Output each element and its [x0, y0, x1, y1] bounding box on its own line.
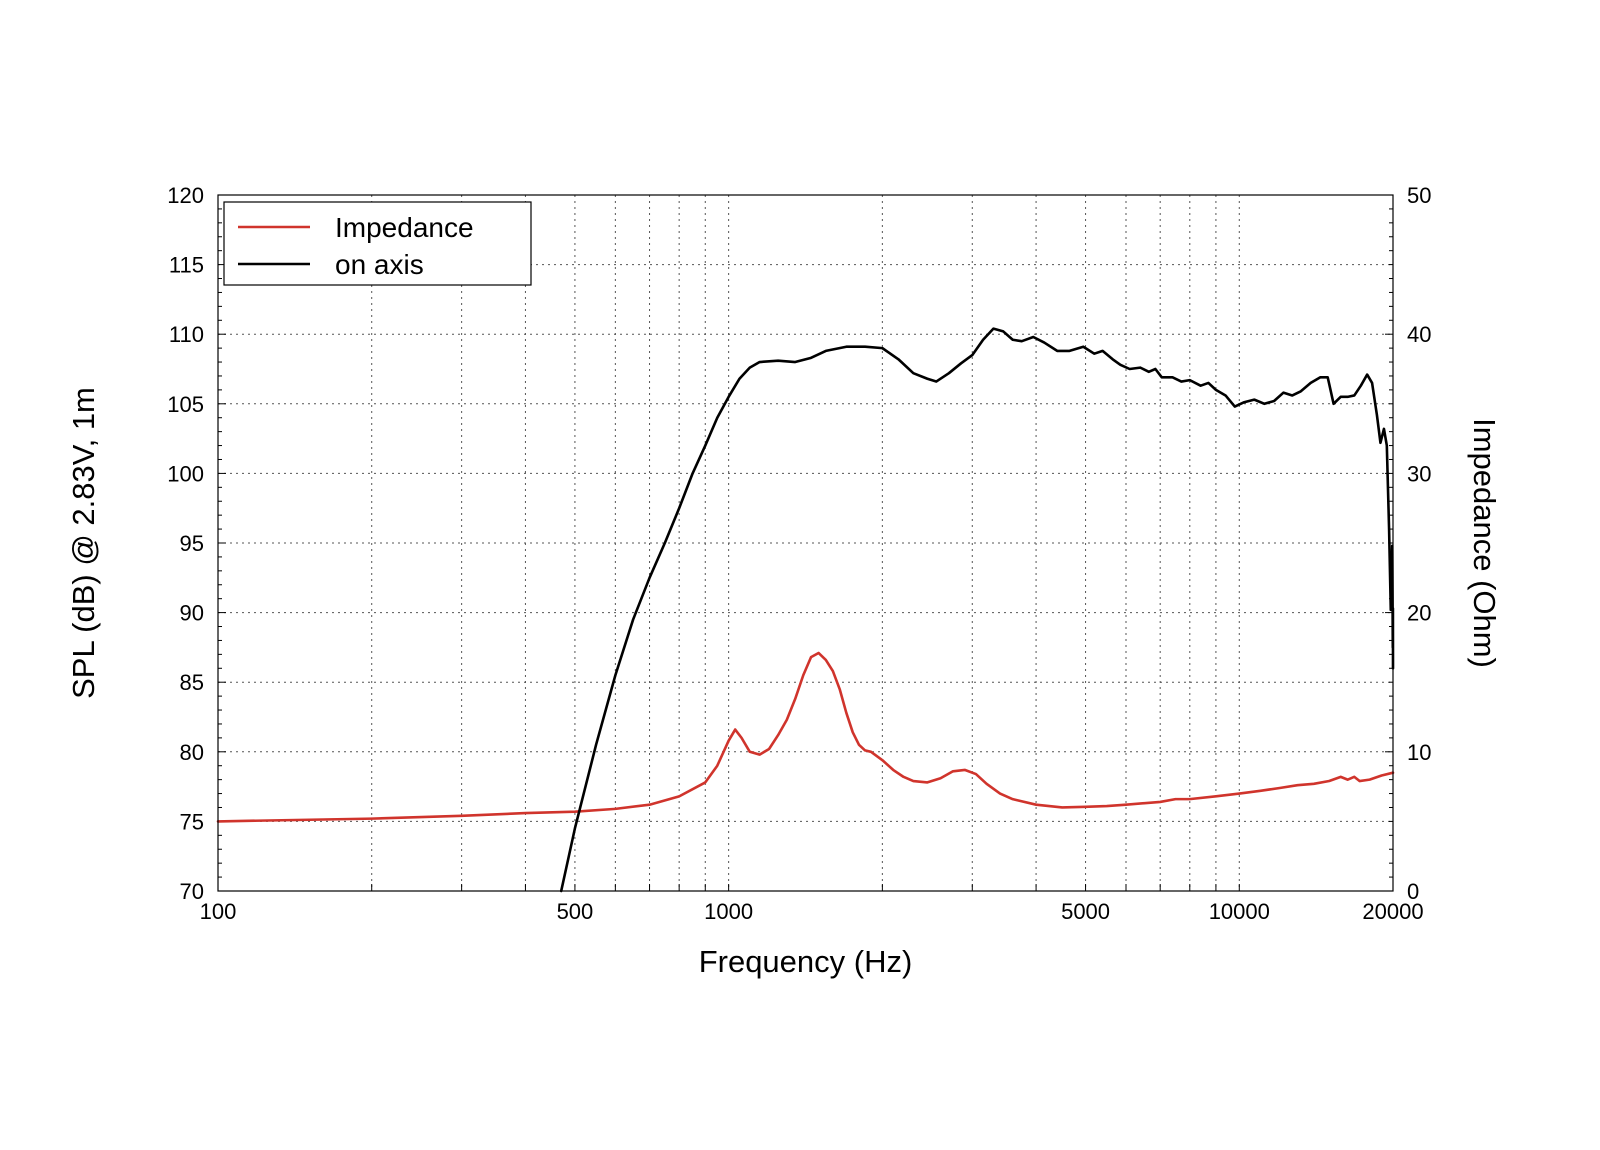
x-tick-label: 1000 — [704, 899, 753, 924]
x-tick-label: 500 — [557, 899, 594, 924]
legend-label-on-axis: on axis — [335, 249, 424, 280]
y2-axis-title: Impedance (Ohm) — [1467, 418, 1502, 668]
x-axis-title: Frequency (Hz) — [699, 944, 913, 979]
y2-tick-label: 10 — [1407, 740, 1431, 765]
y-tick-label: 120 — [167, 183, 204, 208]
y2-tick-label: 40 — [1407, 322, 1431, 347]
y2-tick-label: 30 — [1407, 461, 1431, 486]
grid — [218, 195, 1393, 891]
y2-tick-label: 0 — [1407, 879, 1419, 904]
y-tick-label: 80 — [180, 740, 204, 765]
y-tick-label: 100 — [167, 461, 204, 486]
x-tick-label: 100 — [200, 899, 237, 924]
y-tick-label: 85 — [180, 670, 204, 695]
y-tick-label: 115 — [169, 253, 204, 278]
series-lines — [216, 327, 1395, 893]
y-tick-label: 75 — [180, 809, 204, 834]
plot-area-frame — [217, 194, 1394, 892]
legend-label-impedance: Impedance — [335, 212, 474, 243]
axis-ticks: 100 500 1000 5000 10000 200007075808590951001… — [167, 183, 1431, 924]
legend-box — [223, 201, 532, 286]
y-tick-label: 70 — [180, 879, 204, 904]
y-tick-label: 95 — [180, 531, 204, 556]
y-axis-title: SPL (dB) @ 2.83V, 1m — [66, 387, 101, 699]
series-line-on-axis — [559, 327, 1395, 893]
x-tick-label: 10000 — [1209, 899, 1270, 924]
y-tick-label: 110 — [169, 322, 204, 347]
x-tick-label: 5000 — [1061, 899, 1110, 924]
y2-tick-label: 50 — [1407, 183, 1431, 208]
y-tick-label: 105 — [167, 392, 204, 417]
legend: Impedance on axis — [223, 201, 532, 286]
series-line-impedance — [216, 651, 1395, 823]
y2-tick-label: 20 — [1407, 601, 1431, 626]
x-tick-label: 20000 — [1362, 899, 1423, 924]
y-tick-label: 90 — [180, 601, 204, 626]
